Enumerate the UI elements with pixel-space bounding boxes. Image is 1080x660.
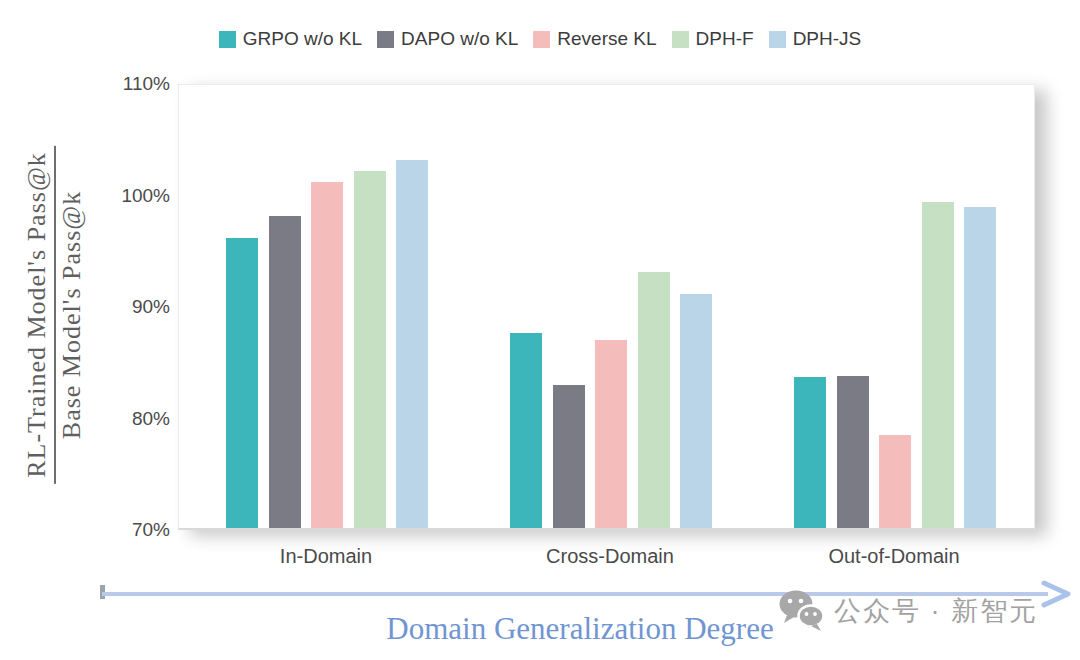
bar — [553, 385, 585, 528]
legend-label: DPH-F — [696, 28, 754, 50]
legend-swatch — [377, 31, 394, 48]
legend-swatch — [219, 31, 236, 48]
bar — [922, 202, 954, 528]
legend-label: GRPO w/o KL — [243, 28, 362, 50]
bar — [226, 238, 258, 528]
bar — [837, 376, 869, 528]
chart-legend: GRPO w/o KL DAPO w/o KL Reverse KL DPH-F DPH… — [0, 28, 1080, 50]
y-tick-label: 100% — [88, 185, 170, 207]
legend-label: DPH-JS — [793, 28, 862, 50]
legend-item: DAPO w/o KL — [377, 28, 518, 50]
plot-area — [178, 84, 1035, 530]
bar — [595, 340, 627, 528]
x-category-label: Cross-Domain — [500, 545, 720, 568]
wechat-icon — [778, 590, 826, 632]
bar — [396, 160, 428, 528]
bar — [964, 207, 996, 528]
x-category-label: Out-of-Domain — [784, 545, 1004, 568]
x-category-label: In-Domain — [216, 545, 436, 568]
y-tick-label: 70% — [88, 519, 170, 541]
legend-item: Reverse KL — [533, 28, 656, 50]
y-axis-title-numerator: RL-Trained Model's Pass@k — [22, 146, 56, 484]
bar — [269, 216, 301, 528]
bar — [879, 435, 911, 528]
y-tick-label: 110% — [88, 73, 170, 95]
y-tick-label: 80% — [88, 408, 170, 430]
legend-label: DAPO w/o KL — [401, 28, 518, 50]
bar — [680, 294, 712, 528]
legend-swatch — [533, 31, 550, 48]
legend-item: DPH-JS — [769, 28, 862, 50]
bar — [794, 377, 826, 528]
legend-swatch — [672, 31, 689, 48]
watermark-text: 公众号 · 新智元 — [834, 593, 1038, 629]
legend-swatch — [769, 31, 786, 48]
bar — [510, 333, 542, 528]
legend-item: DPH-F — [672, 28, 754, 50]
bar — [311, 182, 343, 528]
legend-item: GRPO w/o KL — [219, 28, 362, 50]
watermark: 公众号 · 新智元 — [778, 590, 1038, 632]
legend-label: Reverse KL — [557, 28, 656, 50]
bar — [354, 171, 386, 528]
bar — [638, 272, 670, 528]
y-axis-title-denominator: Base Model's Pass@k — [56, 146, 88, 484]
figure-canvas: GRPO w/o KL DAPO w/o KL Reverse KL DPH-F DPH… — [0, 0, 1080, 660]
y-tick-label: 90% — [88, 296, 170, 318]
